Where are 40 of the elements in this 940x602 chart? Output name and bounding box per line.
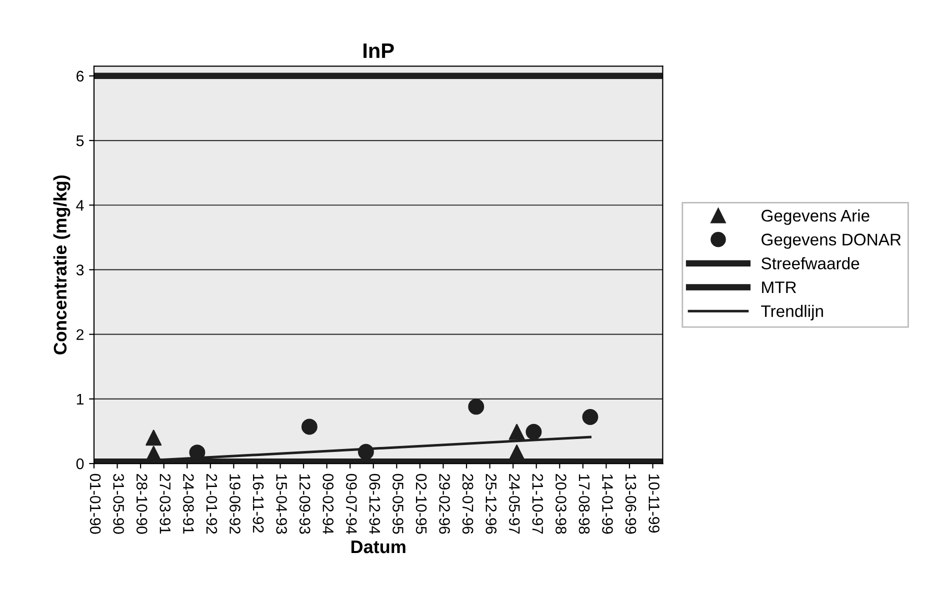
x-tick-label: 25-12-96 (486, 474, 497, 534)
y-tick-label: 1 (76, 394, 84, 404)
x-tick-label: 14-01-99 (602, 474, 613, 534)
y-axis-title: Concentratie (mg/kg) (53, 175, 70, 354)
x-tick-label: 01-01-90 (90, 474, 101, 534)
x-tick-label: 09-02-94 (322, 474, 334, 534)
x-tick-label: 29-02-96 (439, 474, 450, 534)
y-tick-label: 3 (76, 264, 84, 276)
x-tick-label: 28-10-90 (136, 474, 148, 534)
x-tick-label: 24-08-91 (183, 474, 194, 534)
x-tick-label: 10-11-99 (648, 474, 660, 533)
x-tick-label: 05-05-95 (392, 474, 404, 534)
x-tick-label: 09-07-94 (346, 474, 357, 534)
y-tick-label: 4 (76, 200, 84, 211)
y-tick-label: 0 (76, 458, 84, 470)
x-tick-label: 20-03-98 (556, 474, 566, 534)
x-tick-label: 12-09-93 (299, 474, 310, 534)
x-tick-label: 21-01-92 (206, 474, 218, 534)
legend-label: Trendlijn (761, 304, 823, 320)
legend-label: Gegevens Arie (762, 209, 870, 225)
x-tick-label: 21-10-97 (532, 474, 544, 534)
x-tick-label: 17-08-98 (578, 474, 590, 534)
legend-label: Gegevens DONAR (762, 234, 901, 249)
x-tick-label: 02-10-95 (416, 474, 427, 534)
x-tick-label: 06-12-94 (369, 474, 380, 534)
x-tick-label: 27-03-91 (160, 474, 171, 534)
x-tick-label: 16-11-92 (252, 474, 264, 533)
x-axis-title: Datum (351, 540, 406, 554)
y-tick-label: 5 (76, 136, 84, 146)
x-tick-label: 28-07-96 (462, 474, 474, 534)
x-tick-label: 15-04-93 (276, 474, 287, 534)
chart-title: InP (364, 44, 394, 58)
y-tick-label: 2 (76, 329, 84, 340)
x-tick-label: 24-05-97 (508, 474, 520, 534)
x-tick-label: 13-06-99 (625, 474, 636, 534)
legend-label: MTR (762, 282, 796, 294)
x-tick-label: 19-06-92 (230, 474, 240, 534)
y-tick-label: 6 (76, 70, 84, 82)
x-tick-label: 31-05-90 (113, 474, 124, 534)
legend-label: Streefwaarde (762, 257, 860, 270)
